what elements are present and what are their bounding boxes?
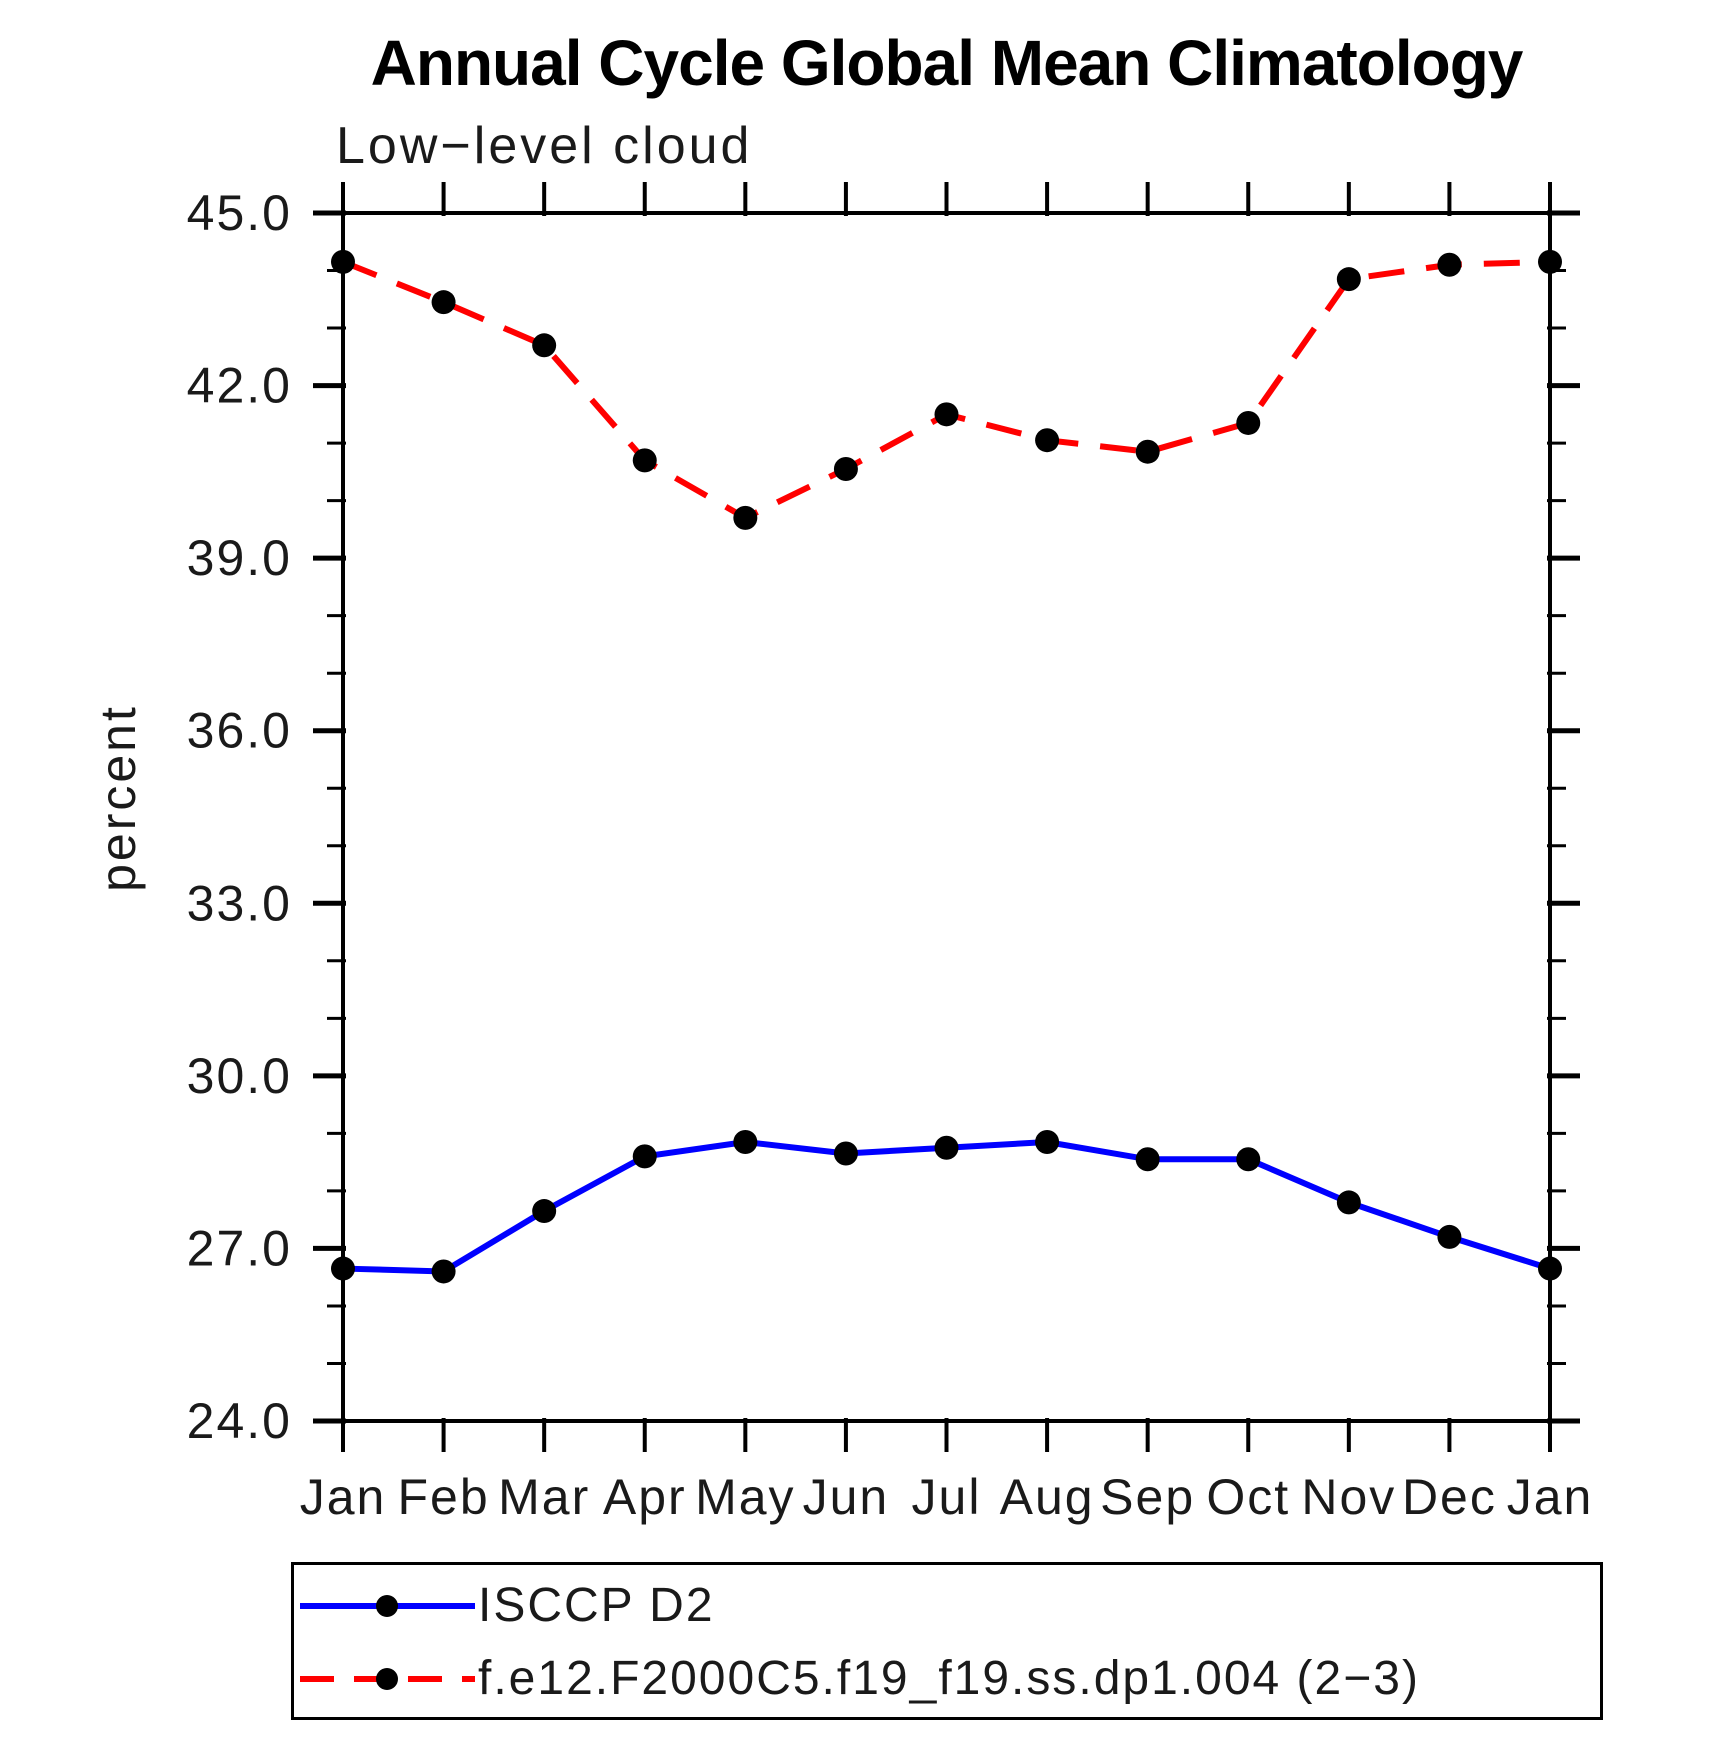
data-point <box>733 505 758 530</box>
y-tick-label: 36.0 <box>187 703 292 759</box>
y-axis-ticks <box>313 210 1580 1424</box>
legend-entry-model: f.e12.F2000C5.f19_f19.ss.dp1.004 (2−3) <box>297 1652 1420 1705</box>
y-axis-title: percent <box>90 704 146 892</box>
y-tick-label: 24.0 <box>187 1393 292 1449</box>
data-point <box>733 1130 758 1155</box>
data-point <box>431 290 456 315</box>
x-axis-labels: Jan Feb Mar Apr May Jun Jul Aug Sep Oct Nov Dec Jan <box>300 1469 1594 1525</box>
legend-sample-solid-line <box>300 1595 475 1617</box>
data-point <box>1538 249 1562 274</box>
y-tick-label: 42.0 <box>187 358 292 414</box>
data-point <box>1336 1190 1361 1215</box>
legend-label-isccp: ISCCP D2 <box>478 1579 715 1632</box>
data-point <box>1437 252 1462 277</box>
series-line-0 <box>342 1138 1551 1275</box>
x-tick-label: Sep <box>1100 1469 1195 1525</box>
data-point <box>431 1259 456 1284</box>
data-point <box>1236 1147 1261 1172</box>
y-tick-label: 39.0 <box>187 530 292 586</box>
legend-box: ISCCP D2 f.e12.F2000C5.f19_f19.ss.dp1.00… <box>291 1562 1603 1720</box>
x-tick-label: Dec <box>1402 1469 1497 1525</box>
data-point <box>833 1141 858 1166</box>
legend-entry-isccp: ISCCP D2 <box>297 1579 715 1632</box>
x-tick-label: Apr <box>603 1469 687 1525</box>
data-point <box>331 249 355 274</box>
x-tick-label: Nov <box>1301 1469 1396 1525</box>
x-tick-label: Mar <box>498 1469 590 1525</box>
data-point <box>1135 439 1160 464</box>
data-point <box>1437 1224 1462 1249</box>
x-tick-label: Jun <box>803 1469 890 1525</box>
x-tick-label: Jan <box>300 1469 387 1525</box>
y-tick-label: 33.0 <box>187 875 292 931</box>
data-point <box>532 333 557 358</box>
data-point <box>934 1135 959 1160</box>
x-tick-label: Jan <box>1507 1469 1594 1525</box>
data-point <box>1538 1256 1562 1281</box>
series-line-1 <box>341 258 1551 522</box>
x-axis-ticks <box>341 182 1552 1452</box>
x-tick-label: May <box>695 1469 795 1525</box>
data-point <box>331 1256 355 1281</box>
data-point <box>1035 1130 1060 1155</box>
legend-label-model: f.e12.F2000C5.f19_f19.ss.dp1.004 (2−3) <box>478 1652 1420 1705</box>
y-tick-label: 27.0 <box>187 1220 292 1276</box>
y-tick-label: 30.0 <box>187 1048 292 1104</box>
data-point <box>1236 410 1261 435</box>
y-tick-label: 45.0 <box>187 185 292 241</box>
y-axis-labels: 24.0 27.0 30.0 33.0 36.0 39.0 42.0 45.0 <box>187 185 292 1449</box>
plot-border <box>341 211 1552 1423</box>
series-markers-1 <box>331 249 1562 530</box>
data-point <box>1035 428 1060 453</box>
x-tick-label: Aug <box>1000 1469 1095 1525</box>
data-point <box>833 456 858 481</box>
data-point <box>934 402 959 427</box>
chart-title: Annual Cycle Global Mean Climatology <box>370 27 1524 99</box>
series-markers-0 <box>331 1130 1562 1284</box>
data-point <box>1336 267 1361 292</box>
x-tick-label: Feb <box>397 1469 489 1525</box>
data-point <box>1135 1147 1160 1172</box>
data-point <box>632 448 657 473</box>
chart-subtitle: Low−level cloud <box>336 117 753 175</box>
x-tick-label: Jul <box>912 1469 982 1525</box>
legend-sample-dashed-line <box>300 1668 475 1690</box>
data-point <box>632 1144 657 1169</box>
x-tick-label: Oct <box>1206 1469 1290 1525</box>
data-point <box>532 1199 557 1224</box>
